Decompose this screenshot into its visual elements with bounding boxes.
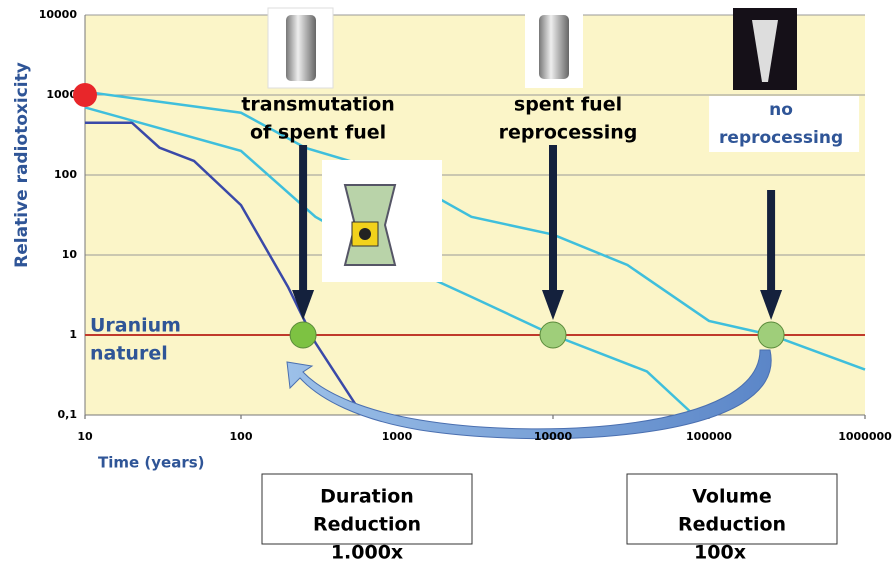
y-axis-label: Relative radiotoxicity <box>12 62 32 268</box>
arrow-head <box>542 290 564 320</box>
box-text: Volume <box>692 486 771 508</box>
x-tick-label: 100 <box>230 430 253 443</box>
marker <box>539 321 567 349</box>
annotation-text: reprocessing <box>719 128 843 148</box>
line-series <box>84 90 866 371</box>
reference-label: naturel <box>90 343 168 365</box>
annotation-text: transmutation <box>241 94 395 116</box>
marker <box>757 321 785 349</box>
curved-arrow <box>286 349 772 440</box>
box-text: Reduction <box>678 514 786 536</box>
annotation-box <box>709 96 860 152</box>
result-box <box>261 473 473 545</box>
annotation-text: no <box>769 100 793 120</box>
arrow-shaft <box>299 145 308 300</box>
plot-layer <box>84 14 866 419</box>
arrow-head <box>760 290 783 320</box>
x-tick-label: 100000 <box>686 430 732 443</box>
annotation-text: spent fuel <box>514 94 622 116</box>
x-tick-label: 10000 <box>534 430 573 443</box>
box-text: Reduction <box>313 514 421 536</box>
marker <box>289 321 317 349</box>
y-tick-label: 1 <box>69 328 77 341</box>
label-layer: 10000 1000 100 10 1 0,1 10 100 1000 10000 100000 10… <box>12 8 892 564</box>
x-axis-label: Time (years) <box>98 454 205 472</box>
y-tick-label: 1000 <box>46 88 77 101</box>
arrow-shaft <box>549 145 557 300</box>
waste-icon <box>733 8 797 90</box>
arrow-head <box>292 290 315 320</box>
reference-label: Uranium <box>90 315 181 337</box>
annotation-text: reprocessing <box>499 122 638 144</box>
box-factor: 100x <box>694 542 746 564</box>
box-text: Duration <box>320 486 414 508</box>
arrow-shaft <box>767 190 776 300</box>
box-factor: 1.000x <box>331 542 403 564</box>
canister-icon <box>267 7 334 89</box>
result-box <box>626 473 838 545</box>
annotation-text: of spent fuel <box>250 122 386 144</box>
cartoon-icon <box>322 160 442 282</box>
y-tick-label: 100 <box>54 168 77 181</box>
canister-icon <box>525 10 583 88</box>
x-tick-label: 1000 <box>382 430 413 443</box>
x-tick-label: 10 <box>77 430 93 443</box>
x-tick-label: 1000000 <box>838 430 892 443</box>
y-tick-label: 10000 <box>39 8 78 21</box>
y-tick-label: 10 <box>62 248 78 261</box>
y-tick-label: 0,1 <box>58 408 78 421</box>
marker <box>73 83 97 107</box>
